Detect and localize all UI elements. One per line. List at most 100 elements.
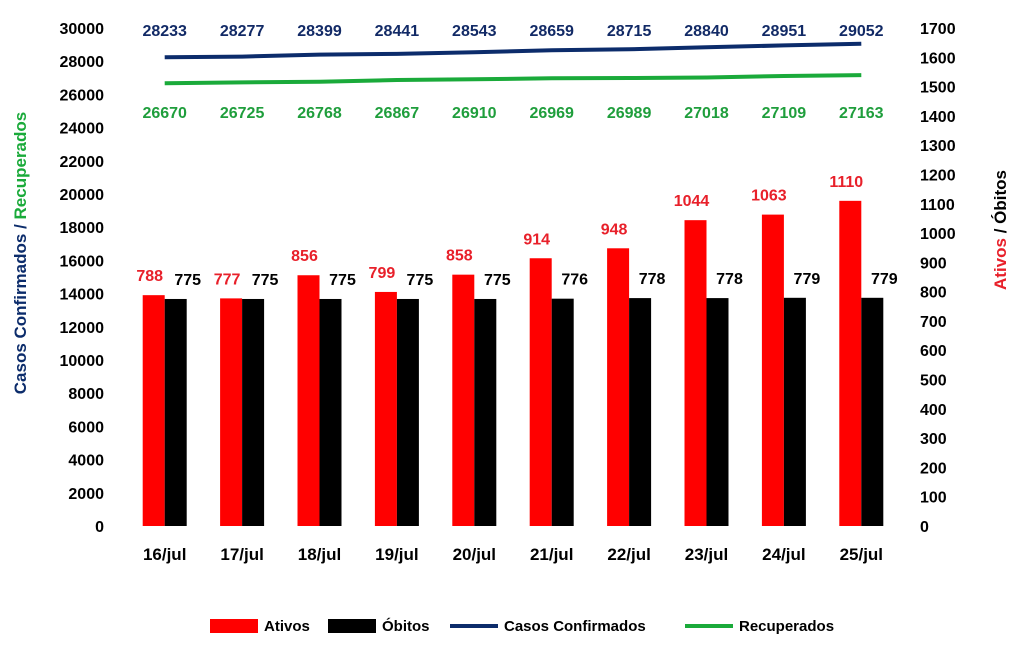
left-axis-tick-label: 4000 (68, 453, 104, 470)
left-axis-title-sep: / (11, 219, 30, 233)
bar-obitos (396, 298, 419, 526)
legend-item-obitos: Óbitos (328, 617, 430, 635)
legend-item-ativos: Ativos (210, 618, 310, 635)
data-label-recuperados: 26725 (220, 105, 265, 122)
legend-label-ativos: Ativos (264, 618, 310, 635)
right-axis-tick-label: 900 (920, 255, 947, 272)
data-label-obitos: 775 (407, 272, 434, 289)
data-label-recuperados: 26670 (142, 105, 187, 122)
legend-swatch-ativos (210, 619, 258, 633)
left-axis-title-confirmados: Casos Confirmados (11, 234, 30, 395)
left-axis-tick-label: 20000 (60, 187, 105, 204)
line-casos-confirmados (164, 41, 862, 60)
right-axis-tick-label: 1300 (920, 138, 956, 155)
data-label-confirmados: 28277 (220, 23, 265, 40)
right-axis-tick-label: 1100 (920, 197, 955, 214)
data-label-recuperados: 26867 (375, 105, 420, 122)
x-axis-tick-label: 25/jul (840, 545, 883, 564)
bar-obitos (164, 298, 187, 526)
left-axis-tick-label: 30000 (60, 21, 105, 38)
bar-obitos (551, 298, 574, 526)
bar-obitos (861, 297, 884, 526)
data-label-confirmados: 28399 (297, 23, 342, 40)
bar-obitos (474, 298, 497, 526)
data-label-recuperados: 26969 (529, 105, 574, 122)
data-label-recuperados: 26910 (452, 105, 497, 122)
legend: Ativos Óbitos Casos Confirmados Recupera… (210, 617, 834, 635)
legend-item-recuperados: Recuperados (685, 618, 834, 635)
line-recuperados (164, 73, 862, 86)
right-axis-title: Ativos / Óbitos (991, 170, 1010, 290)
right-axis-title-sep: / (991, 224, 1010, 238)
data-label-recuperados: 26768 (297, 105, 342, 122)
data-label-confirmados: 28840 (684, 23, 729, 40)
data-label-obitos: 775 (174, 272, 201, 289)
data-label-confirmados: 28715 (607, 23, 652, 40)
left-axis-tick-label: 10000 (60, 353, 105, 370)
bar-obitos (319, 298, 342, 526)
bar-ativos (529, 258, 552, 526)
bar-ativos (297, 275, 320, 526)
data-label-ativos: 799 (369, 265, 396, 282)
right-axis-tick-label: 1400 (920, 109, 956, 126)
plot-area: 0200040006000800010000120001400016000180… (60, 21, 956, 564)
right-axis-tick-label: 800 (920, 285, 947, 302)
left-axis-tick-label: 28000 (60, 54, 105, 71)
right-axis-tick-label: 0 (920, 519, 929, 536)
legend-swatch-obitos (328, 619, 376, 633)
data-label-confirmados: 28659 (529, 23, 574, 40)
right-axis-tick-label: 600 (920, 343, 947, 360)
legend-label-recuperados: Recuperados (739, 618, 834, 635)
left-axis-tick-label: 14000 (60, 287, 105, 304)
data-label-obitos: 779 (871, 271, 898, 288)
x-axis-tick-label: 16/jul (143, 545, 186, 564)
x-axis-tick-label: 19/jul (375, 545, 418, 564)
data-label-ativos: 948 (601, 221, 628, 238)
right-axis-tick-label: 1000 (920, 226, 956, 243)
data-label-recuperados: 27163 (839, 105, 884, 122)
data-label-confirmados: 28951 (762, 23, 807, 40)
legend-item-confirmados: Casos Confirmados (450, 618, 646, 635)
left-axis-tick-label: 16000 (60, 253, 105, 270)
data-label-confirmados: 28441 (375, 23, 420, 40)
data-label-confirmados: 28233 (142, 23, 187, 40)
x-axis-tick-label: 18/jul (298, 545, 341, 564)
left-axis-title-recuperados: Recuperados (11, 112, 30, 220)
data-label-ativos: 856 (291, 248, 318, 265)
data-label-ativos: 914 (523, 231, 550, 248)
right-axis-title-ativos: Ativos (991, 238, 1010, 290)
bar-obitos (242, 298, 265, 526)
bar-obitos (783, 297, 806, 526)
left-axis-tick-label: 18000 (60, 220, 105, 237)
data-label-obitos: 779 (794, 271, 821, 288)
x-axis-tick-label: 20/jul (453, 545, 496, 564)
left-axis-tick-label: 6000 (68, 419, 104, 436)
data-label-obitos: 776 (561, 272, 588, 289)
x-axis-tick-label: 21/jul (530, 545, 573, 564)
data-label-recuperados: 26989 (607, 105, 652, 122)
data-label-ativos: 1044 (674, 193, 710, 210)
left-axis-tick-label: 22000 (60, 154, 105, 171)
bar-ativos (839, 200, 862, 526)
left-axis-tick-label: 24000 (60, 121, 105, 138)
right-axis-tick-label: 100 (920, 490, 947, 507)
x-axis-tick-label: 17/jul (220, 545, 263, 564)
bar-ativos (607, 248, 630, 527)
left-axis-tick-label: 0 (95, 519, 104, 536)
bar-ativos (684, 220, 707, 526)
data-label-obitos: 778 (639, 271, 666, 288)
right-axis-title-obitos: Óbitos (991, 170, 1010, 224)
right-axis-tick-label: 200 (920, 460, 947, 477)
data-label-obitos: 778 (716, 271, 743, 288)
left-axis-tick-label: 2000 (68, 486, 104, 503)
data-label-ativos: 858 (446, 248, 473, 265)
right-axis-tick-label: 1500 (920, 80, 956, 97)
left-axis-title: Casos Confirmados / Recuperados (11, 112, 30, 394)
bar-ativos (220, 298, 243, 526)
x-axis-tick-label: 22/jul (607, 545, 650, 564)
bar-ativos (452, 274, 475, 526)
data-label-obitos: 775 (484, 272, 511, 289)
bar-ativos (142, 295, 165, 526)
data-label-confirmados: 28543 (452, 23, 497, 40)
